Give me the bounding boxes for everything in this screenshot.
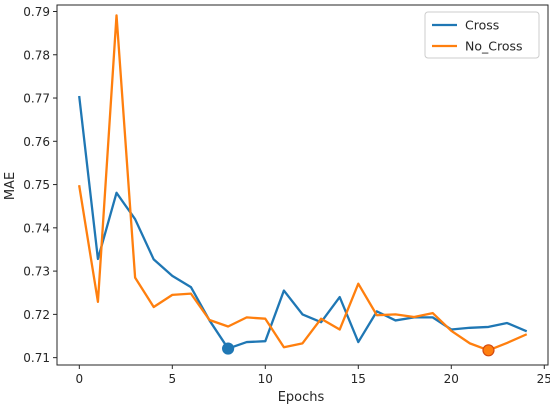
legend-label: Cross	[465, 18, 499, 33]
min-marker-no-cross	[482, 344, 495, 357]
y-tick-label: 0.75	[23, 178, 50, 192]
x-tick-label: 10	[258, 372, 273, 386]
legend: Cross No_Cross	[424, 11, 540, 59]
x-axis-label: Epochs	[278, 390, 325, 405]
y-axis-label: MAE	[3, 172, 18, 200]
y-tick-label: 0.76	[23, 135, 50, 149]
x-tick-label: 0	[75, 372, 83, 386]
plot-area	[78, 14, 528, 357]
axes: 0 5 10 15 20 25 0.71 0.72 0.73 0.74 0.75 0.76 0.77 0.…	[23, 4, 550, 386]
series-line-no-cross	[78, 14, 528, 352]
x-tick-label: 25	[537, 372, 550, 386]
y-tick-label: 0.73	[23, 265, 50, 279]
min-marker-cross	[222, 342, 235, 355]
y-tick-label: 0.77	[23, 92, 50, 106]
x-tick-label: 15	[351, 372, 366, 386]
legend-label: No_Cross	[465, 39, 523, 54]
x-tick-label: 20	[444, 372, 459, 386]
y-tick-label: 0.72	[23, 308, 50, 322]
y-tick-label: 0.79	[23, 5, 50, 19]
y-tick-label: 0.78	[23, 48, 50, 62]
y-tick-label: 0.74	[23, 221, 50, 235]
y-tick-label: 0.71	[23, 351, 50, 365]
x-tick-label: 5	[168, 372, 176, 386]
